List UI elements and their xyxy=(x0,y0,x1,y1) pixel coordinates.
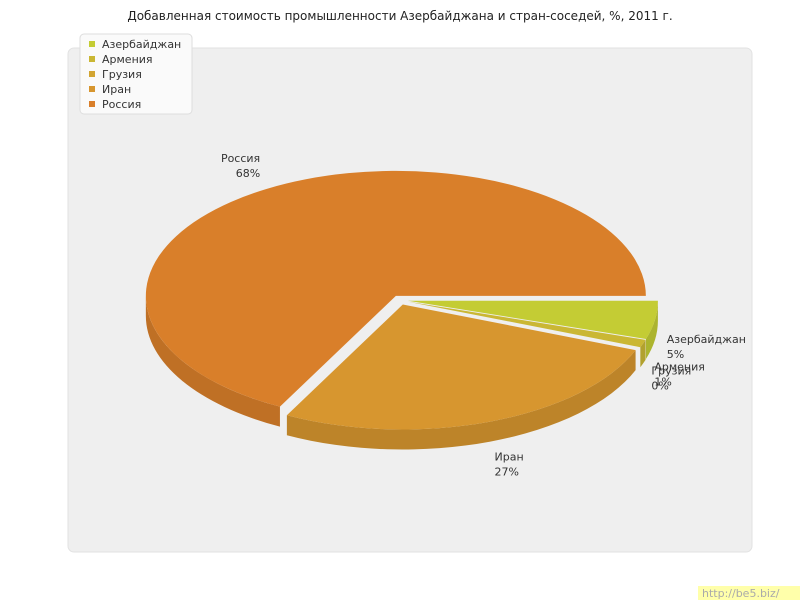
slice-tops xyxy=(145,170,658,430)
slice xyxy=(286,304,636,430)
slice-label: Россия xyxy=(221,152,260,165)
slice-label: Армения xyxy=(654,360,705,373)
legend-box xyxy=(79,33,193,115)
slice-side xyxy=(286,350,636,450)
slice-value-label: 27% xyxy=(495,465,519,478)
slice xyxy=(407,300,658,340)
slice-side xyxy=(145,295,280,427)
slice-side xyxy=(645,300,658,360)
slice-value-label: 0% xyxy=(651,380,668,393)
chart-title: Добавленная стоимость промышленности Азе… xyxy=(127,9,672,23)
legend-label: Армения xyxy=(102,53,153,66)
legend-label: Россия xyxy=(102,98,141,111)
legend-swatch xyxy=(89,101,95,107)
slice xyxy=(407,301,646,348)
slice-labels: Азербайджан 5%Армения 1%Грузия 0% Иран 27% Рос… xyxy=(221,152,746,478)
legend-label: Грузия xyxy=(102,68,142,81)
legend-label: Азербайджан xyxy=(102,38,181,51)
slice-label: Иран xyxy=(495,450,524,463)
slice-label: Азербайджан xyxy=(667,333,746,346)
slice-value-label: 68% xyxy=(236,167,260,180)
legend-swatch xyxy=(89,56,95,62)
slice-side xyxy=(640,339,646,368)
plot-area xyxy=(67,47,753,553)
slice xyxy=(145,170,646,407)
watermark: http://be5.biz/ xyxy=(702,587,780,600)
watermark-bg xyxy=(698,586,800,600)
slice-sides xyxy=(145,295,658,450)
slice-value-label: 5% xyxy=(667,348,684,361)
legend-swatch xyxy=(89,86,95,92)
legend-swatch xyxy=(89,41,95,47)
legend-swatch xyxy=(89,71,95,77)
slice-label: Грузия xyxy=(651,365,691,378)
legend-label: Иран xyxy=(102,83,131,96)
slice-value-label: 1% xyxy=(654,375,671,388)
